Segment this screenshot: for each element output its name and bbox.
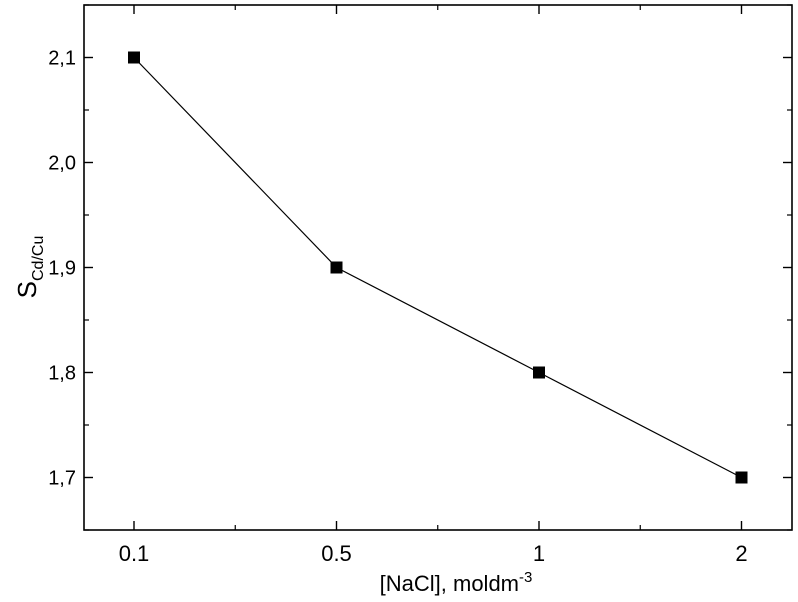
y-tick-label: 1,9 <box>48 258 76 280</box>
y-axis-label: SCd/Cu <box>12 236 47 299</box>
data-point-marker <box>735 471 748 484</box>
x-axis-label-main: [NaCl], moldm <box>380 571 519 596</box>
series-line <box>133 57 742 479</box>
series-layer <box>128 51 748 484</box>
x-tick-label: 2 <box>735 541 747 566</box>
x-tick-label: 1 <box>533 541 545 566</box>
x-axis-label-superscript: -3 <box>519 569 532 586</box>
y-tick-label: 1,8 <box>48 363 76 385</box>
y-tick-label: 2,0 <box>48 153 76 175</box>
data-point-marker <box>330 261 343 274</box>
plot-frame <box>83 4 793 531</box>
tick-labels: 1,7 1,8 1,9 2,0 2,1 0.1 0.5 1 2 <box>48 48 747 567</box>
data-point-marker <box>533 366 545 379</box>
major-ticks <box>84 5 792 530</box>
x-axis-label: [NaCl], moldm-3 <box>380 569 533 596</box>
y-tick-label: 1,7 <box>48 468 76 490</box>
y-axis-label-main: S <box>12 281 42 298</box>
y-tick-label: 2,1 <box>48 48 76 70</box>
data-point-marker <box>128 51 140 64</box>
minor-ticks <box>84 4 792 531</box>
x-tick-label: 0.5 <box>321 541 352 566</box>
y-axis-label-subscript: Cd/Cu <box>30 236 47 281</box>
x-tick-label: 0.1 <box>119 541 150 566</box>
